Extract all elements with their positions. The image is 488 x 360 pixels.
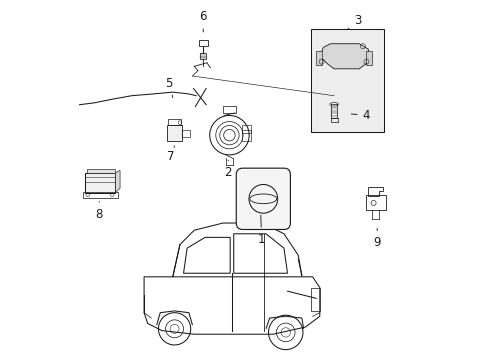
Text: 8: 8 [95,202,103,221]
Bar [86,168,115,173]
Bar [310,288,319,311]
Text: 2: 2 [224,160,232,179]
Text: 4: 4 [350,109,369,122]
Bar [200,53,206,59]
Bar [182,130,189,137]
Polygon shape [319,44,369,69]
Text: 3: 3 [347,14,361,30]
Bar [330,104,336,118]
Text: 5: 5 [165,77,173,98]
Bar [242,130,250,140]
Bar [366,195,386,211]
Bar [310,30,384,132]
Text: 6: 6 [199,10,206,32]
Bar [330,118,337,122]
Bar [167,126,182,141]
FancyBboxPatch shape [236,168,290,229]
Text: 1: 1 [258,215,265,246]
Bar [316,51,321,65]
Bar [223,107,235,113]
Bar [85,173,115,193]
Bar [242,126,250,134]
Bar [366,51,371,65]
Bar [168,119,181,126]
Bar [199,40,207,45]
Text: 7: 7 [167,146,174,163]
Text: 9: 9 [373,228,380,249]
Bar [83,192,117,198]
Polygon shape [115,170,120,193]
